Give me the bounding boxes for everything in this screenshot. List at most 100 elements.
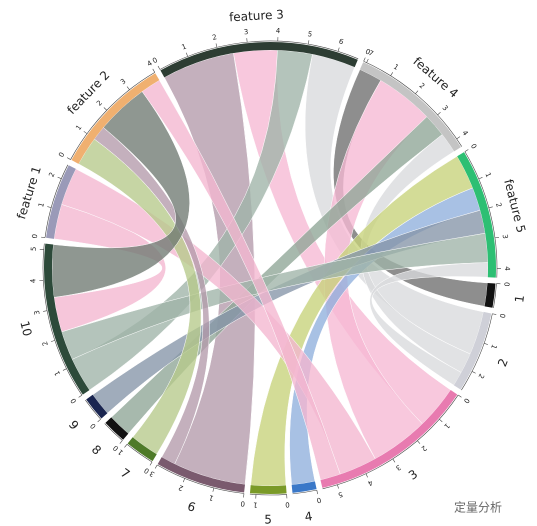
- tick-label: 3: [148, 469, 156, 478]
- tick-label: 2: [211, 33, 217, 42]
- tick-mark: [47, 206, 52, 208]
- sector-label: 4: [304, 509, 314, 524]
- tick-label: 2: [95, 99, 104, 108]
- tick-mark: [365, 473, 368, 478]
- sector-arc: [46, 165, 76, 239]
- sector-edge: [70, 72, 155, 160]
- ribbon: [61, 168, 376, 475]
- tick-label: 0: [31, 234, 40, 239]
- sector-edge: [104, 423, 123, 441]
- tick-mark: [57, 176, 62, 179]
- tick-label: 1: [392, 63, 400, 72]
- tick-mark: [366, 58, 369, 63]
- sector-label: 2: [495, 356, 511, 368]
- tick-mark: [494, 237, 499, 239]
- tick-label: 3: [119, 77, 127, 86]
- tick-label: 0: [112, 444, 121, 453]
- tick-label: 3: [33, 310, 42, 316]
- tick-label: 0: [462, 397, 471, 405]
- sector-label: feature 1: [14, 164, 44, 220]
- tick-mark: [471, 371, 476, 374]
- tick-label: 2: [476, 372, 485, 380]
- tick-mark: [182, 478, 186, 483]
- tick-mark: [316, 490, 318, 495]
- tick-mark: [415, 90, 419, 94]
- ribbon: [71, 49, 313, 391]
- sector-edge: [363, 60, 463, 147]
- tick-label: 1: [489, 343, 498, 350]
- tick-label: 2: [48, 171, 57, 178]
- tick-label: 0: [316, 496, 322, 505]
- tick-label: 2: [418, 82, 427, 91]
- sector-label: feature 5: [501, 178, 528, 235]
- tick-label: 0: [285, 500, 290, 508]
- sector-label: 6: [186, 499, 198, 515]
- tick-label: 3: [394, 463, 402, 472]
- tick-label: 6: [338, 37, 345, 46]
- tick-label: 0: [502, 282, 510, 287]
- sector-label: 9: [66, 418, 82, 433]
- tick-label: 0: [469, 142, 478, 150]
- sector-label: feature 3: [229, 7, 284, 24]
- sector-edge: [126, 444, 153, 463]
- tick-mark: [212, 487, 215, 492]
- tick-label: 0: [143, 466, 151, 475]
- tick-mark: [43, 310, 48, 312]
- tick-mark: [307, 40, 310, 45]
- tick-mark: [66, 157, 71, 160]
- tick-mark: [185, 52, 188, 57]
- tick-mark: [157, 65, 161, 70]
- tick-mark: [78, 394, 83, 398]
- sector-edge: [464, 151, 498, 278]
- tick-label: 1: [74, 124, 83, 132]
- sector-arc: [44, 243, 90, 395]
- ribbon: [93, 127, 210, 465]
- tick-mark: [337, 47, 340, 52]
- sector-arc: [457, 152, 496, 278]
- tick-label: 3: [441, 104, 450, 113]
- tick-mark: [484, 342, 489, 345]
- sector-label: 10: [17, 319, 34, 337]
- tick-label: 1: [53, 369, 62, 377]
- tick-mark: [154, 464, 158, 469]
- sector-arc: [249, 485, 287, 494]
- sector-edge: [461, 313, 493, 391]
- sector-label: 3: [406, 467, 420, 483]
- sector-edge: [157, 464, 245, 494]
- tick-mark: [464, 149, 469, 152]
- tick-mark: [126, 86, 130, 90]
- sector-label: 1: [512, 294, 527, 303]
- tick-label: 5: [337, 490, 344, 499]
- tick-label: 4: [29, 278, 37, 283]
- tick-label: 0: [89, 422, 98, 431]
- tick-mark: [363, 57, 366, 62]
- tick-mark: [124, 444, 128, 448]
- sector-arc: [484, 282, 496, 308]
- tick-mark: [392, 458, 396, 463]
- ribbon: [141, 79, 341, 481]
- sector-edge: [249, 493, 287, 496]
- sector-arc: [160, 42, 358, 78]
- ribbon: [304, 53, 484, 355]
- sector-edge: [292, 489, 317, 495]
- tick-label: 4: [503, 266, 511, 271]
- sector-arc: [453, 311, 492, 390]
- tick-mark: [478, 177, 483, 180]
- sector-edge: [159, 40, 359, 70]
- tick-label: 1: [253, 500, 258, 508]
- tick-mark: [103, 107, 107, 111]
- sector-label: 5: [264, 512, 272, 526]
- tick-mark: [390, 72, 394, 76]
- sector-arc: [105, 417, 129, 440]
- tick-mark: [456, 136, 461, 140]
- tick-mark: [439, 418, 443, 423]
- sector-label: feature 4: [410, 54, 461, 101]
- sector-arc: [86, 394, 108, 419]
- tick-label: 2: [420, 444, 429, 453]
- tick-label: 3: [501, 234, 510, 239]
- tick-label: 0: [498, 313, 507, 319]
- tick-label: 4: [146, 59, 154, 68]
- tick-label: 0: [151, 56, 159, 65]
- tick-mark: [215, 43, 218, 48]
